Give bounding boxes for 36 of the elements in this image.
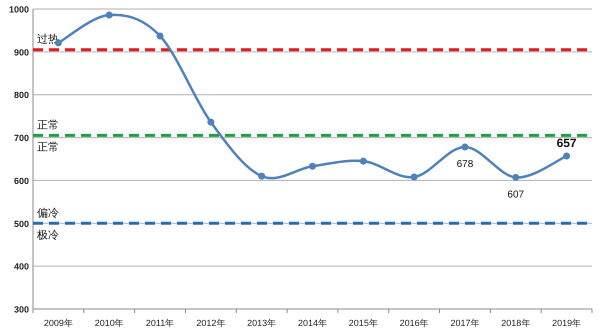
point bbox=[106, 12, 113, 18]
point bbox=[461, 144, 468, 150]
y-tick-label: 500 bbox=[14, 218, 29, 229]
data-label: 657 bbox=[556, 136, 577, 150]
x-tick-label: 2016年 bbox=[400, 318, 429, 328]
y-tick-label: 300 bbox=[14, 304, 29, 314]
y-tick-label: 400 bbox=[14, 262, 29, 272]
x-tick-label: 2009年 bbox=[44, 318, 73, 328]
x-tick-label: 2018年 bbox=[501, 318, 530, 328]
point bbox=[563, 152, 570, 160]
x-tick-label: 2017年 bbox=[450, 318, 480, 328]
annotation: 正常 bbox=[37, 140, 59, 154]
point bbox=[156, 32, 164, 40]
point bbox=[309, 162, 316, 170]
y-tick-label: 600 bbox=[14, 176, 29, 186]
y-tick-label: 1000 bbox=[8, 4, 29, 14]
point bbox=[512, 174, 520, 181]
x-tick-label: 2019年 bbox=[552, 318, 582, 328]
x-tick-label: 2010年 bbox=[94, 318, 124, 328]
ref-line-label: 正常 bbox=[37, 118, 59, 132]
x-tick-label: 2012年 bbox=[196, 318, 226, 328]
x-tick-label: 2014年 bbox=[298, 318, 328, 328]
point bbox=[207, 118, 214, 126]
y-tick-label: 700 bbox=[14, 133, 29, 144]
point bbox=[360, 158, 367, 165]
x-tick-label: 2015年 bbox=[348, 318, 378, 328]
y-tick-label: 900 bbox=[14, 47, 29, 58]
ref-line-label: 偏冷 bbox=[37, 207, 59, 220]
x-tick-label: 2011年 bbox=[146, 318, 174, 328]
data-label: 607 bbox=[507, 189, 525, 200]
data-label: 678 bbox=[456, 159, 474, 170]
x-tick-label: 2013年 bbox=[247, 318, 276, 328]
point bbox=[258, 172, 266, 180]
annotation: 极冷 bbox=[36, 229, 59, 242]
y-tick-label: 800 bbox=[14, 90, 29, 100]
point bbox=[410, 174, 418, 180]
